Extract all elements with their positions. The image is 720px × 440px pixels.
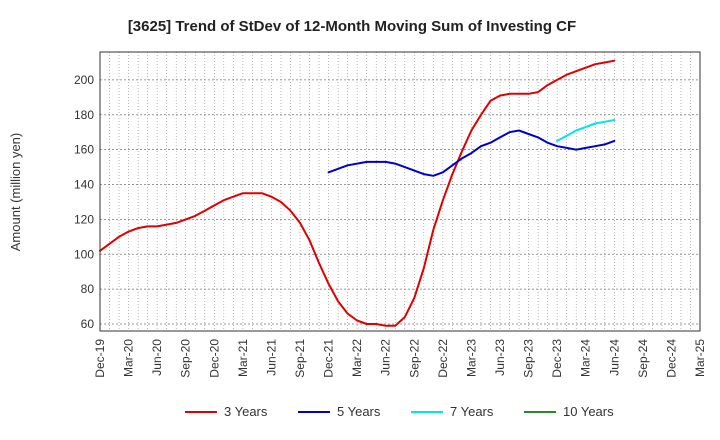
legend-label: 3 Years [224,404,268,419]
legend: 3 Years 5 Years 7 Years 10 Years [185,404,614,419]
x-tick-label: Dec-20 [207,339,221,378]
x-tick-label: Mar-25 [693,339,707,377]
x-tick-label: Mar-22 [350,339,364,377]
plot-frame [99,51,701,332]
x-tick-label: Dec-21 [322,339,336,378]
x-tick-label: Jun-24 [607,339,621,376]
y-axis-label: Amount (million yen) [8,133,23,252]
y-tick-label: 180 [74,108,94,122]
series-line [556,119,616,142]
x-tick-label: Dec-19 [93,339,107,378]
y-tick-label: 120 [74,212,94,226]
y-tick-label: 80 [81,282,95,296]
x-tick-label: Jun-21 [264,339,278,376]
y-tick-label: 100 [74,247,94,261]
series-lines [99,59,616,327]
x-tick-label: Sep-20 [179,339,193,378]
legend-label: 7 Years [450,404,494,419]
x-tick-labels: Dec-19 Mar-20 Jun-20 Sep-20 Dec-20 Mar-21 Jun-… [93,339,707,378]
x-tick-label: Sep-23 [522,339,536,378]
x-tick-label: Mar-21 [236,339,250,377]
y-tick-label: 60 [81,317,95,331]
legend-label: 10 Years [563,404,614,419]
series-line [327,129,616,177]
x-tick-label: Jun-23 [493,339,507,376]
y-tick-labels: 60 80 100 120 140 160 180 200 [74,73,94,331]
y-tick-label: 160 [74,143,94,157]
series-line [99,59,616,327]
x-tick-label: Dec-23 [550,339,564,378]
y-tick-label: 200 [74,73,94,87]
x-tick-label: Sep-24 [636,339,650,378]
x-tick-label: Mar-23 [464,339,478,377]
y-tick-label: 140 [74,178,94,192]
x-tick-label: Sep-22 [407,339,421,378]
legend-label: 5 Years [337,404,381,419]
x-tick-label: Dec-22 [436,339,450,378]
x-tick-label: Mar-24 [579,339,593,377]
x-tick-label: Sep-21 [293,339,307,378]
x-tick-label: Jun-20 [150,339,164,376]
x-tick-label: Dec-24 [664,339,678,378]
x-tick-label: Mar-20 [122,339,136,377]
x-tick-label: Jun-22 [379,339,393,376]
grid [99,52,701,331]
chart-title: [3625] Trend of StDev of 12-Month Moving… [128,18,576,35]
